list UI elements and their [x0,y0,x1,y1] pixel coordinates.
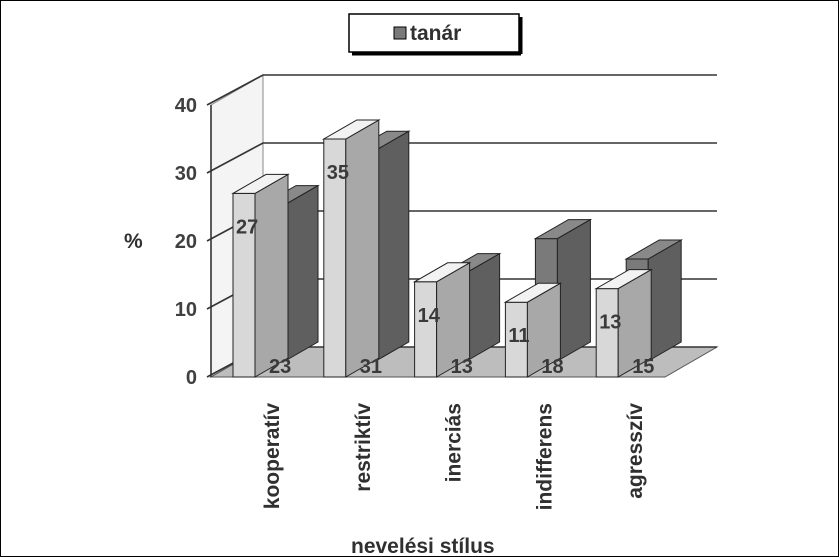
category-label: restriktív [352,403,375,492]
bar-side-face [254,173,289,378]
bar-top-face [503,282,563,303]
bar-top-face [624,239,684,260]
y-tick-label: 20 [175,231,197,253]
bar-top-face [412,262,472,283]
bar [412,261,472,378]
gridline [206,142,717,174]
data-labels: 23 31 13 18 15 27 35 14 11 13 [236,162,654,378]
bar-top-face [321,119,381,140]
bar-front-face [414,281,438,378]
legend-swatch [393,26,407,40]
data-label: 14 [418,305,441,327]
category-label: kooperatív [261,403,284,510]
y-tick-label: 10 [175,299,197,321]
data-label: 18 [541,356,563,378]
x-axis-label: nevelési stílus [351,535,495,557]
bar [503,282,563,378]
bar-top-face [231,173,290,194]
data-label: 13 [451,356,473,378]
data-label: 27 [236,216,258,238]
data-label: 13 [599,312,621,334]
bar-side-face [345,119,380,378]
data-label: 31 [360,356,382,378]
category-label: indifferens [533,403,556,510]
data-label: 35 [327,162,349,184]
y-tick-labels: 0 10 20 30 40 [175,95,197,389]
bars [231,119,684,378]
bar [231,173,290,378]
bar-side-face [284,184,319,362]
category-label: agresszív [624,403,647,499]
data-label: 23 [269,356,291,378]
y-tick-label: 40 [175,95,197,117]
bar-side-face [647,239,682,362]
y-axis-label: % [124,230,143,253]
bar-side-face [556,218,591,362]
bar [321,119,381,378]
legend-label: tanár [410,22,461,45]
bar [594,268,654,378]
gridline [206,74,717,106]
legend: tanár [348,13,523,56]
bar-side-face [375,130,410,362]
bar-top-face [533,219,593,240]
bar-top-face [594,269,654,290]
category-labels: kooperatív restriktív inerciás indifferens a… [261,403,647,511]
data-label: 15 [632,356,654,378]
y-tick-label: 0 [186,367,197,389]
data-label: 11 [508,325,529,347]
category-label: inerciás [443,403,466,482]
legend-box [348,13,520,53]
y-tick-label: 30 [175,163,197,185]
